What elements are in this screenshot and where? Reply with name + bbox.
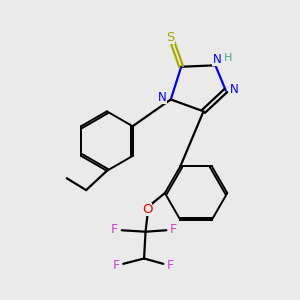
Text: N: N — [230, 82, 239, 96]
Text: H: H — [224, 53, 232, 63]
Text: O: O — [142, 203, 152, 216]
Text: N: N — [158, 92, 167, 104]
Text: F: F — [111, 223, 118, 236]
Text: F: F — [167, 259, 174, 272]
Text: F: F — [112, 259, 119, 272]
Text: F: F — [170, 223, 177, 236]
Text: S: S — [167, 32, 175, 44]
Text: N: N — [212, 53, 221, 66]
